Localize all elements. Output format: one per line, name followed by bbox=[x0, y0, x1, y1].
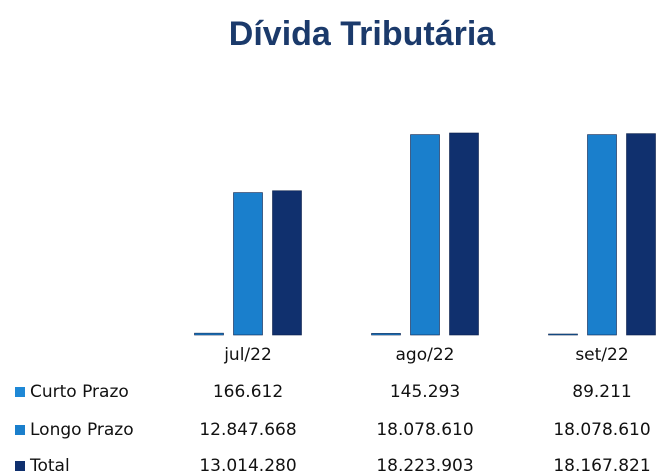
bar bbox=[194, 332, 224, 336]
chart-title: Dívida Tributária bbox=[229, 15, 496, 53]
bar bbox=[626, 133, 656, 336]
bar bbox=[371, 333, 401, 336]
data-label: 166.612 bbox=[213, 382, 283, 402]
legend-label: Total bbox=[29, 456, 70, 475]
bar bbox=[272, 190, 302, 336]
data-label: 18.223.903 bbox=[376, 456, 473, 475]
data-label: 18.078.610 bbox=[376, 420, 473, 440]
bar bbox=[548, 333, 578, 336]
data-label: 18.078.610 bbox=[553, 420, 650, 440]
legend-marker bbox=[15, 387, 25, 397]
category-label: jul/22 bbox=[223, 345, 272, 365]
bar bbox=[587, 134, 617, 336]
data-label: 18.167.821 bbox=[553, 456, 650, 475]
bar bbox=[449, 132, 479, 336]
bar bbox=[233, 192, 263, 336]
data-label: 145.293 bbox=[390, 382, 460, 402]
data-label: 12.847.668 bbox=[199, 420, 296, 440]
legend-marker bbox=[15, 425, 25, 435]
category-label: ago/22 bbox=[396, 345, 455, 365]
legend-label: Longo Prazo bbox=[30, 420, 134, 440]
category-label: set/22 bbox=[575, 345, 628, 365]
legend-marker bbox=[15, 461, 25, 471]
bar bbox=[410, 134, 440, 336]
legend-label: Curto Prazo bbox=[30, 382, 129, 402]
data-label: 13.014.280 bbox=[199, 456, 296, 475]
data-label: 89.211 bbox=[572, 382, 631, 402]
